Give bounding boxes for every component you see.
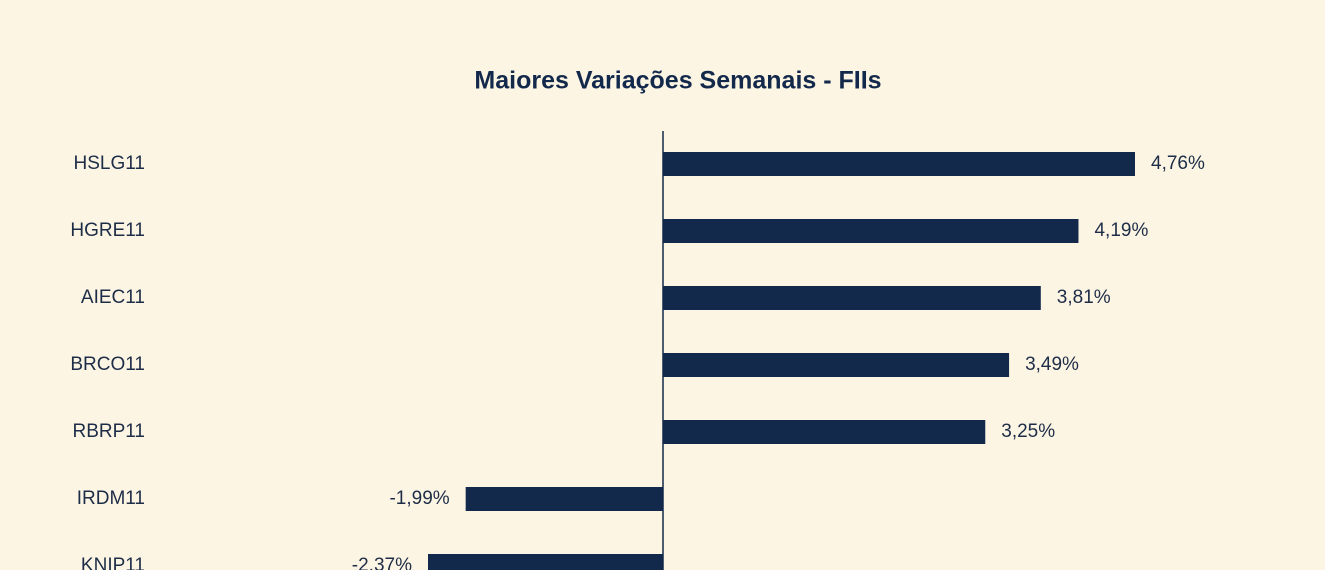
category-label: BRCO11 <box>70 354 145 375</box>
value-label: 3,81% <box>1057 287 1111 308</box>
chart-title: Maiores Variações Semanais - FIIs <box>474 67 881 95</box>
value-label: -2,37% <box>352 555 412 570</box>
bar <box>465 487 663 511</box>
bar <box>663 286 1041 310</box>
category-label: RBRP11 <box>72 421 145 442</box>
bar <box>663 420 986 444</box>
bar <box>427 554 663 570</box>
value-label: -1,99% <box>389 488 449 509</box>
bar <box>663 152 1135 176</box>
value-label: 3,25% <box>1001 421 1055 442</box>
value-label: 4,76% <box>1151 153 1205 174</box>
category-label: KNIP11 <box>81 555 145 570</box>
category-label: HSLG11 <box>74 153 145 174</box>
category-label: AIEC11 <box>81 287 145 308</box>
value-label: 3,49% <box>1025 354 1079 375</box>
category-label: HGRE11 <box>70 220 145 241</box>
value-label: 4,19% <box>1094 220 1148 241</box>
bar <box>663 353 1010 377</box>
category-label: IRDM11 <box>77 488 145 509</box>
bar <box>663 219 1079 243</box>
